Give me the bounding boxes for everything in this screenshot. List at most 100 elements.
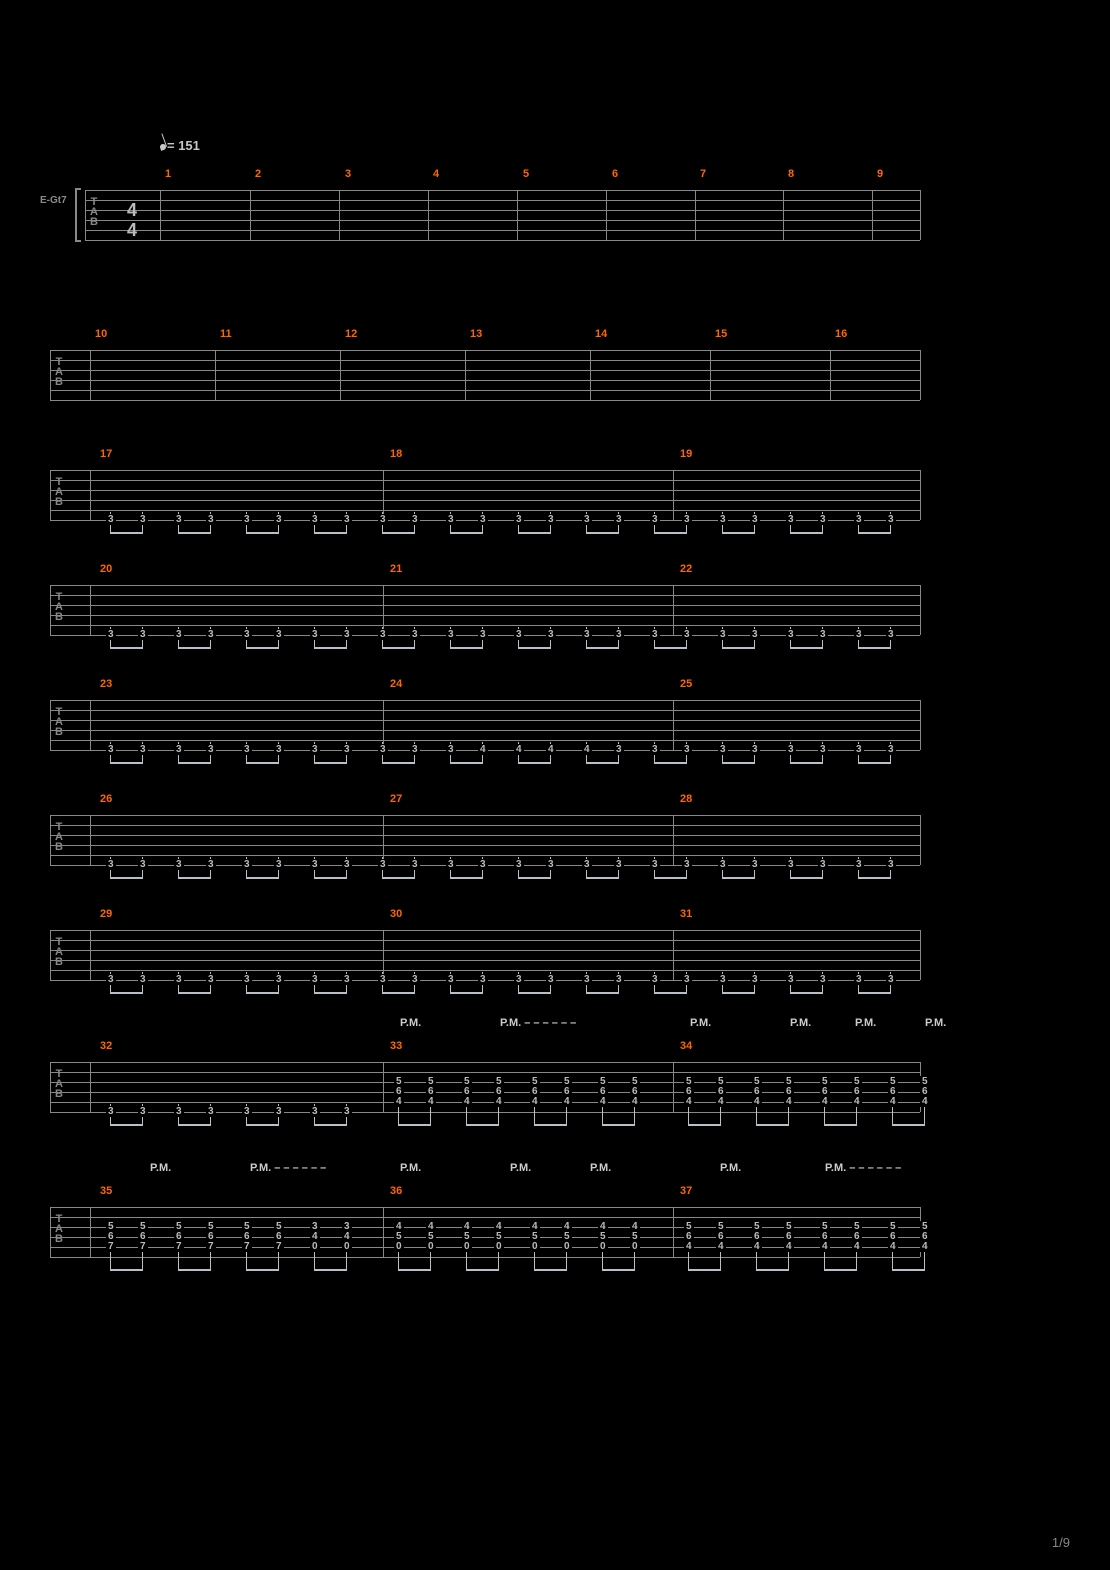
barline bbox=[90, 930, 91, 980]
barline bbox=[920, 585, 921, 635]
barline bbox=[50, 1207, 51, 1257]
beam bbox=[246, 647, 278, 649]
fret-number: 0 bbox=[426, 1241, 436, 1252]
beam bbox=[518, 992, 550, 994]
staff-row bbox=[50, 350, 920, 420]
fret-number: 3 bbox=[274, 974, 284, 985]
fret-number: 3 bbox=[614, 629, 624, 640]
fret-number: 3 bbox=[718, 514, 728, 525]
beam bbox=[790, 992, 822, 994]
fret-number: 3 bbox=[718, 629, 728, 640]
beam bbox=[858, 532, 890, 534]
tempo-value: = 151 bbox=[167, 138, 200, 153]
beam bbox=[110, 762, 142, 764]
fret-number: 3 bbox=[410, 974, 420, 985]
barline bbox=[90, 815, 91, 865]
palm-mute-marker: P.M. bbox=[400, 1017, 421, 1029]
barline bbox=[90, 1207, 91, 1257]
page-number: 1/9 bbox=[1052, 1535, 1070, 1550]
fret-number: 3 bbox=[206, 629, 216, 640]
fret-number: 3 bbox=[886, 859, 896, 870]
fret-number: 3 bbox=[410, 859, 420, 870]
staff-line bbox=[50, 350, 920, 351]
tab-clef: TAB bbox=[55, 478, 63, 508]
beam bbox=[450, 647, 482, 649]
beam bbox=[586, 992, 618, 994]
fret-number: 3 bbox=[818, 744, 828, 755]
fret-number: 3 bbox=[818, 974, 828, 985]
barline bbox=[920, 700, 921, 750]
fret-number: 3 bbox=[106, 629, 116, 640]
fret-number: 3 bbox=[106, 744, 116, 755]
measure-number: 26 bbox=[100, 793, 112, 805]
staff-line bbox=[50, 700, 920, 701]
fret-number: 3 bbox=[750, 514, 760, 525]
fret-number: 3 bbox=[818, 514, 828, 525]
fret-number: 3 bbox=[274, 629, 284, 640]
palm-mute-marker: P.M. bbox=[150, 1162, 171, 1174]
barline bbox=[383, 1207, 384, 1257]
fret-number: 3 bbox=[342, 974, 352, 985]
fret-number: 3 bbox=[514, 514, 524, 525]
fret-number: 4 bbox=[684, 1241, 694, 1252]
barline bbox=[606, 190, 607, 240]
beam bbox=[858, 647, 890, 649]
fret-number: 4 bbox=[852, 1096, 862, 1107]
fret-number: 3 bbox=[614, 514, 624, 525]
barline bbox=[90, 585, 91, 635]
stem bbox=[892, 1104, 893, 1126]
staff-line bbox=[85, 200, 920, 201]
beam bbox=[178, 877, 210, 879]
beam bbox=[110, 647, 142, 649]
fret-number: 3 bbox=[342, 744, 352, 755]
fret-number: 0 bbox=[598, 1241, 608, 1252]
staff-line bbox=[50, 940, 920, 941]
palm-mute-marker: P.M. bbox=[400, 1162, 421, 1174]
barline bbox=[383, 700, 384, 750]
fret-number: 7 bbox=[174, 1241, 184, 1252]
beam bbox=[756, 1269, 788, 1271]
stem bbox=[278, 1249, 279, 1271]
fret-number: 3 bbox=[886, 514, 896, 525]
stem bbox=[430, 1104, 431, 1126]
barline bbox=[872, 190, 873, 240]
fret-number: 3 bbox=[378, 859, 388, 870]
stem bbox=[720, 1104, 721, 1126]
measure-number: 28 bbox=[680, 793, 692, 805]
fret-number: 3 bbox=[410, 629, 420, 640]
fret-number: 4 bbox=[514, 744, 524, 755]
fret-number: 3 bbox=[682, 859, 692, 870]
fret-number: 3 bbox=[174, 514, 184, 525]
beam bbox=[790, 532, 822, 534]
fret-number: 3 bbox=[138, 744, 148, 755]
staff-line bbox=[50, 740, 920, 741]
measure-number: 23 bbox=[100, 678, 112, 690]
barline bbox=[673, 700, 674, 750]
measure-number: 11 bbox=[220, 328, 232, 340]
fret-number: 3 bbox=[854, 514, 864, 525]
beam bbox=[450, 992, 482, 994]
fret-number: 3 bbox=[410, 744, 420, 755]
measure-number: 2 bbox=[255, 168, 261, 180]
staff-line bbox=[85, 220, 920, 221]
palm-mute-marker: P.M. bbox=[510, 1162, 531, 1174]
staff-line bbox=[50, 1072, 920, 1073]
staff-line bbox=[50, 625, 920, 626]
fret-number: 0 bbox=[310, 1241, 320, 1252]
fret-number: 3 bbox=[750, 859, 760, 870]
fret-number: 3 bbox=[650, 974, 660, 985]
barline bbox=[383, 930, 384, 980]
fret-number: 4 bbox=[752, 1241, 762, 1252]
stem bbox=[314, 1249, 315, 1271]
fret-number: 3 bbox=[242, 514, 252, 525]
fret-number: 3 bbox=[446, 974, 456, 985]
fret-number: 3 bbox=[582, 974, 592, 985]
fret-number: 3 bbox=[174, 744, 184, 755]
stem bbox=[466, 1249, 467, 1271]
fret-number: 3 bbox=[718, 859, 728, 870]
fret-number: 4 bbox=[888, 1241, 898, 1252]
tab-clef: TAB bbox=[55, 358, 63, 388]
barline bbox=[50, 350, 51, 400]
beam bbox=[586, 532, 618, 534]
beam bbox=[602, 1124, 634, 1126]
